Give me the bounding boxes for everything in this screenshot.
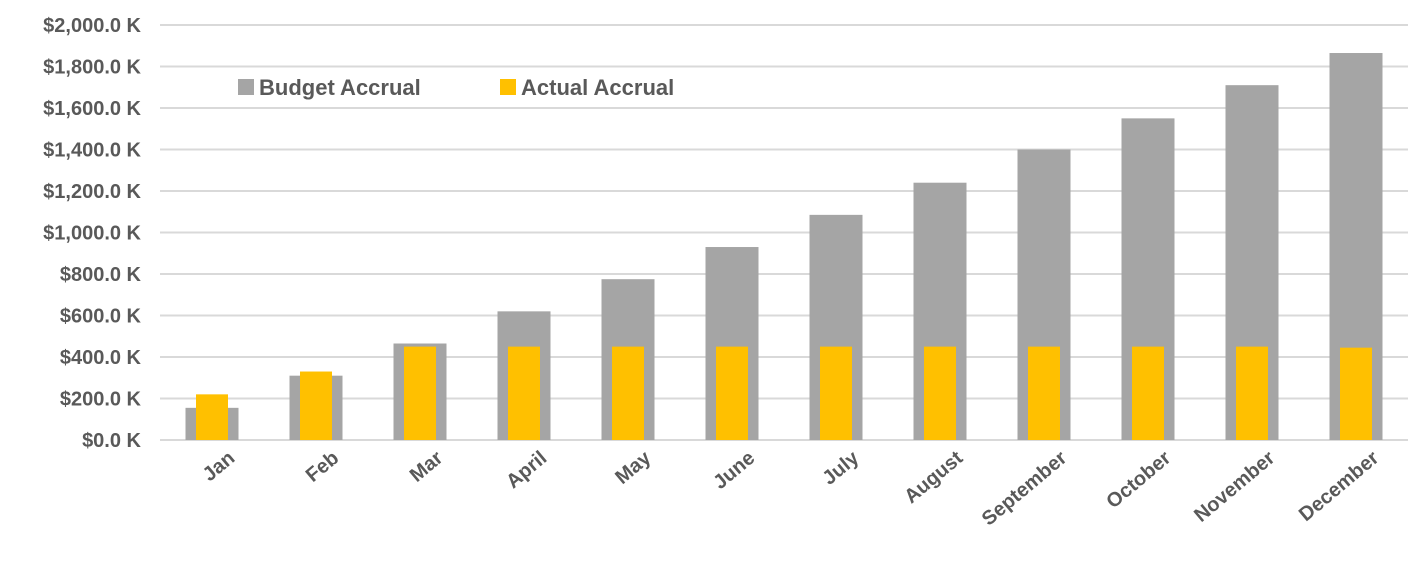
bars <box>185 53 1383 441</box>
x-tick-label: Mar <box>406 447 448 487</box>
y-tick-label: $0.0 K <box>82 430 141 452</box>
legend-label-actual-accrual: Actual Accrual <box>521 75 674 100</box>
x-tick-label: December <box>1295 447 1383 526</box>
bar-actual-accrual-july <box>820 346 852 440</box>
y-tick-label: $1,600.0 K <box>43 98 141 120</box>
y-tick-label: $2,000.0 K <box>43 15 141 37</box>
x-tick-label: November <box>1190 447 1279 527</box>
legend-swatch-actual-accrual <box>500 79 516 95</box>
bar-actual-accrual-jan <box>196 394 228 440</box>
legend-swatch-budget-accrual <box>238 79 254 95</box>
y-axis-tick-labels: $0.0 K $200.0 K $400.0 K $600.0 K $800.0 K $1… <box>43 15 141 452</box>
bar-actual-accrual-feb <box>300 371 332 440</box>
bar-actual-accrual-june <box>716 346 748 440</box>
x-tick-label: Jan <box>199 447 240 486</box>
x-tick-label: Feb <box>302 447 343 487</box>
x-tick-label: April <box>502 447 551 493</box>
bar-actual-accrual-may <box>612 346 644 440</box>
y-tick-label: $600.0 K <box>60 306 142 328</box>
bar-actual-accrual-april <box>508 346 540 440</box>
legend-label-budget-accrual: Budget Accrual <box>259 75 421 100</box>
y-tick-label: $1,800.0 K <box>43 57 141 79</box>
x-tick-label: September <box>978 447 1071 530</box>
x-tick-label: July <box>818 446 863 489</box>
x-tick-label: June <box>709 447 759 494</box>
legend: Budget Accrual Actual Accrual <box>238 75 674 100</box>
y-tick-label: $400.0 K <box>60 347 142 369</box>
bar-actual-accrual-mar <box>404 346 436 440</box>
y-tick-label: $1,200.0 K <box>43 181 141 203</box>
bar-actual-accrual-november <box>1236 346 1268 440</box>
bar-actual-accrual-september <box>1028 346 1060 440</box>
x-tick-label: May <box>611 446 656 488</box>
gridlines <box>160 24 1408 441</box>
y-tick-label: $800.0 K <box>60 264 142 286</box>
x-axis-tick-labels: Jan Feb Mar April May June July August September… <box>199 446 1384 530</box>
bar-actual-accrual-december <box>1340 347 1372 440</box>
y-tick-label: $1,400.0 K <box>43 140 141 162</box>
y-tick-label: $200.0 K <box>60 389 142 411</box>
y-tick-label: $1,000.0 K <box>43 223 141 245</box>
x-tick-label: October <box>1102 447 1175 513</box>
x-tick-label: August <box>900 447 967 508</box>
bar-actual-accrual-august <box>924 346 956 440</box>
bar-actual-accrual-october <box>1132 346 1164 440</box>
